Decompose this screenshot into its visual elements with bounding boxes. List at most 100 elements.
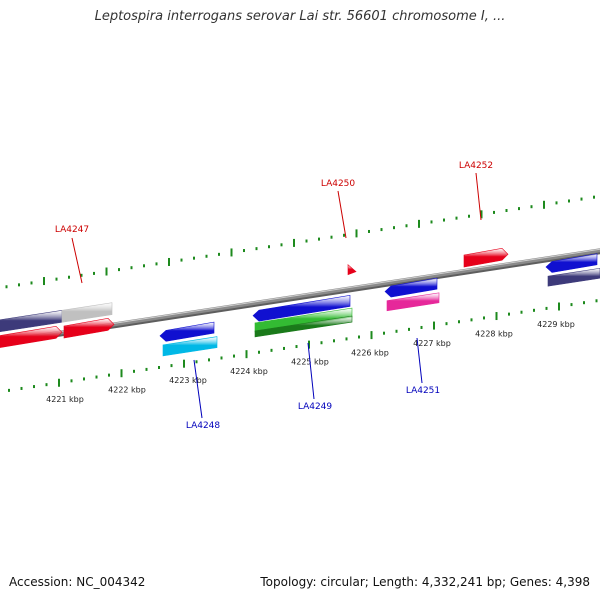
- reverse-ruler-minor-tick: [570, 303, 573, 307]
- reverse-ruler-minor-tick: [233, 354, 235, 358]
- reverse-ruler-minor-tick: [8, 388, 10, 392]
- forward-ruler-minor-tick: [255, 247, 258, 251]
- gene-label-la4248: LA4248: [186, 421, 221, 431]
- forward-ruler-minor-tick: [455, 216, 458, 220]
- reverse-ruler-minor-tick: [595, 299, 598, 303]
- gene-block-8: [162, 336, 218, 357]
- reverse-ruler-minor-tick: [45, 383, 48, 387]
- reverse-ruler-major-tick: [120, 369, 123, 378]
- forward-ruler-minor-tick: [430, 220, 433, 224]
- forward-ruler-minor-tick: [68, 275, 70, 279]
- gene-block-9: [252, 295, 351, 322]
- reverse-ruler-major-tick: [370, 331, 373, 340]
- reverse-ruler-minor-tick: [358, 335, 360, 339]
- reverse-ruler-minor-tick: [458, 320, 460, 324]
- forward-ruler-minor-tick: [30, 281, 33, 285]
- forward-ruler-minor-tick: [468, 214, 470, 218]
- reverse-ruler-minor-tick: [483, 316, 485, 320]
- reverse-ruler-minor-tick: [270, 348, 273, 352]
- reverse-ruler-minor-tick: [395, 329, 398, 333]
- reverse-ruler-minor-tick: [145, 367, 148, 371]
- tick-label-1: 4221 kbp: [46, 395, 84, 404]
- forward-ruler-major-tick: [168, 257, 170, 266]
- forward-ruler-minor-tick: [368, 229, 370, 233]
- reverse-ruler-minor-tick: [295, 345, 298, 349]
- reverse-ruler-minor-tick: [70, 379, 73, 383]
- tick-label-8: 4228 kbp: [475, 329, 513, 338]
- gene-label-la4252: LA4252: [459, 161, 493, 171]
- forward-ruler-minor-tick: [318, 237, 320, 241]
- forward-ruler-major-tick: [355, 229, 358, 238]
- reverse-ruler-minor-tick: [283, 346, 285, 350]
- reverse-ruler-minor-tick: [520, 310, 523, 314]
- gene-label-la4247: LA4247: [55, 225, 89, 235]
- gene-block-5: [347, 264, 357, 276]
- reverse-ruler-minor-tick: [408, 327, 410, 331]
- forward-ruler-minor-tick: [205, 254, 208, 258]
- reverse-ruler-minor-tick: [133, 369, 135, 373]
- forward-ruler-major-tick: [480, 210, 483, 219]
- forward-ruler-minor-tick: [218, 252, 220, 256]
- forward-ruler-major-tick: [230, 248, 233, 257]
- gene-block-6: [463, 247, 509, 268]
- reverse-ruler-minor-tick: [208, 358, 210, 362]
- reverse-ruler-major-tick: [433, 321, 435, 330]
- gene-label-la4249: LA4249: [298, 402, 333, 412]
- forward-ruler-minor-tick: [243, 249, 245, 253]
- forward-ruler-major-tick: [418, 219, 420, 228]
- gene-block-15: [547, 267, 600, 287]
- forward-ruler-minor-tick: [18, 283, 20, 287]
- forward-ruler-minor-tick: [55, 277, 58, 281]
- gene-leader-line-la4250: [337, 190, 347, 239]
- reverse-ruler-minor-tick: [195, 360, 198, 364]
- forward-ruler-minor-tick: [280, 243, 283, 247]
- reverse-ruler-minor-tick: [508, 312, 510, 316]
- tick-label-7: 4227 kbp: [413, 339, 451, 348]
- reverse-ruler-minor-tick: [220, 356, 223, 360]
- forward-ruler-minor-tick: [268, 245, 270, 249]
- gene-block-3: [0, 325, 63, 348]
- forward-ruler-minor-tick: [568, 199, 570, 203]
- reverse-ruler-minor-tick: [545, 306, 548, 310]
- gene-label-la4251: LA4251: [406, 386, 440, 396]
- gene-block-12: [384, 277, 438, 298]
- forward-ruler-minor-tick: [143, 264, 145, 268]
- reverse-ruler-major-tick: [58, 378, 60, 387]
- gene-leader-line-la4252: [475, 172, 482, 221]
- reverse-ruler-major-tick: [245, 350, 248, 359]
- gene-block-2: [61, 302, 113, 323]
- genome-summary-text: Topology: circular; Length: 4,332,241 bp…: [260, 575, 590, 589]
- reverse-ruler-minor-tick: [470, 318, 473, 322]
- forward-ruler-minor-tick: [580, 197, 583, 201]
- forward-ruler-minor-tick: [530, 205, 533, 209]
- gene-leader-line-la4251: [416, 337, 423, 384]
- reverse-ruler-minor-tick: [95, 375, 98, 379]
- tick-label-9: 4229 kbp: [537, 320, 575, 329]
- tick-label-6: 4226 kbp: [351, 348, 389, 357]
- gene-block-7: [159, 321, 215, 342]
- reverse-ruler-minor-tick: [333, 339, 335, 343]
- forward-ruler-minor-tick: [5, 285, 8, 289]
- forward-ruler-minor-tick: [505, 209, 508, 213]
- forward-ruler-minor-tick: [180, 258, 183, 262]
- reverse-ruler-major-tick: [495, 312, 498, 321]
- forward-ruler-minor-tick: [130, 266, 133, 270]
- forward-ruler-minor-tick: [380, 228, 383, 232]
- tick-label-4: 4224 kbp: [230, 367, 268, 376]
- forward-ruler-minor-tick: [193, 256, 195, 260]
- reverse-ruler-minor-tick: [420, 325, 423, 329]
- gene-block-11: [254, 315, 353, 338]
- forward-ruler-minor-tick: [305, 239, 308, 243]
- reverse-ruler-minor-tick: [445, 322, 448, 326]
- forward-ruler-major-tick: [105, 267, 108, 276]
- tick-label-2: 4222 kbp: [108, 385, 146, 394]
- reverse-ruler-minor-tick: [383, 331, 385, 335]
- gene-leader-line-la4249: [307, 342, 315, 400]
- forward-ruler-major-tick: [43, 277, 45, 286]
- gene-label-la4250: LA4250: [321, 179, 356, 189]
- forward-ruler-major-tick: [543, 200, 545, 209]
- forward-ruler-minor-tick: [593, 195, 595, 199]
